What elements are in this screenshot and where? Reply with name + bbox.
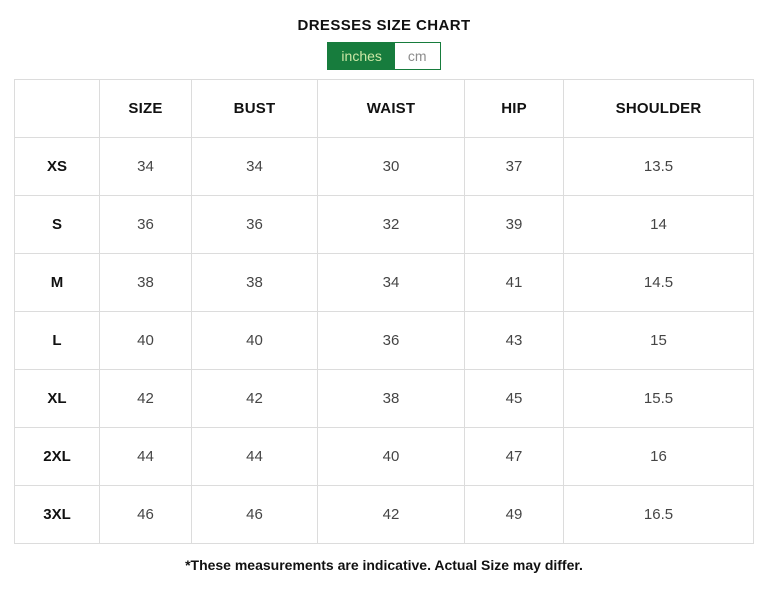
cell-waist: 34 <box>317 253 465 312</box>
row-label: S <box>14 195 100 254</box>
table-header-row: SIZE BUST WAIST HIP SHOULDER <box>14 79 754 138</box>
unit-toggle: inches cm <box>0 42 768 70</box>
cell-size: 38 <box>99 253 192 312</box>
disclaimer-note: *These measurements are indicative. Actu… <box>185 557 583 573</box>
header-cell-empty <box>14 79 100 138</box>
cell-size: 40 <box>99 311 192 370</box>
header-cell-shoulder: SHOULDER <box>563 79 754 138</box>
cell-bust: 40 <box>191 311 318 370</box>
page-title: DRESSES SIZE CHART <box>297 17 471 34</box>
cell-hip: 41 <box>464 253 564 312</box>
cell-shoulder: 15 <box>563 311 754 370</box>
unit-toggle-cm[interactable]: cm <box>394 43 440 69</box>
size-chart-table: SIZE BUST WAIST HIP SHOULDER XS 34 34 30… <box>14 79 754 544</box>
table-row-l: L 40 40 36 43 15 <box>14 311 754 370</box>
cell-size: 44 <box>99 427 192 486</box>
row-label: M <box>14 253 100 312</box>
cell-hip: 47 <box>464 427 564 486</box>
cell-waist: 30 <box>317 137 465 196</box>
cell-shoulder: 16 <box>563 427 754 486</box>
cell-bust: 34 <box>191 137 318 196</box>
cell-bust: 46 <box>191 485 318 544</box>
cell-size: 42 <box>99 369 192 428</box>
cell-waist: 42 <box>317 485 465 544</box>
cell-waist: 36 <box>317 311 465 370</box>
cell-hip: 49 <box>464 485 564 544</box>
cell-hip: 37 <box>464 137 564 196</box>
row-label: XL <box>14 369 100 428</box>
cell-shoulder: 14.5 <box>563 253 754 312</box>
cell-waist: 38 <box>317 369 465 428</box>
cell-shoulder: 15.5 <box>563 369 754 428</box>
cell-bust: 44 <box>191 427 318 486</box>
unit-toggle-inches[interactable]: inches <box>328 43 395 69</box>
table-row-3xl: 3XL 46 46 42 49 16.5 <box>14 485 754 544</box>
table-row-xs: XS 34 34 30 37 13.5 <box>14 137 754 196</box>
cell-waist: 32 <box>317 195 465 254</box>
cell-shoulder: 14 <box>563 195 754 254</box>
table-row-m: M 38 38 34 41 14.5 <box>14 253 754 312</box>
unit-toggle-group: inches cm <box>327 42 441 70</box>
row-label: 2XL <box>14 427 100 486</box>
cell-waist: 40 <box>317 427 465 486</box>
header-cell-size: SIZE <box>99 79 192 138</box>
header-cell-bust: BUST <box>191 79 318 138</box>
cell-hip: 45 <box>464 369 564 428</box>
cell-size: 46 <box>99 485 192 544</box>
cell-bust: 42 <box>191 369 318 428</box>
table-row-s: S 36 36 32 39 14 <box>14 195 754 254</box>
header-cell-hip: HIP <box>464 79 564 138</box>
row-label: 3XL <box>14 485 100 544</box>
cell-bust: 36 <box>191 195 318 254</box>
cell-shoulder: 13.5 <box>563 137 754 196</box>
table-row-xl: XL 42 42 38 45 15.5 <box>14 369 754 428</box>
cell-bust: 38 <box>191 253 318 312</box>
cell-hip: 43 <box>464 311 564 370</box>
cell-size: 34 <box>99 137 192 196</box>
row-label: XS <box>14 137 100 196</box>
table-row-2xl: 2XL 44 44 40 47 16 <box>14 427 754 486</box>
row-label: L <box>14 311 100 370</box>
cell-hip: 39 <box>464 195 564 254</box>
header-cell-waist: WAIST <box>317 79 465 138</box>
cell-size: 36 <box>99 195 192 254</box>
cell-shoulder: 16.5 <box>563 485 754 544</box>
